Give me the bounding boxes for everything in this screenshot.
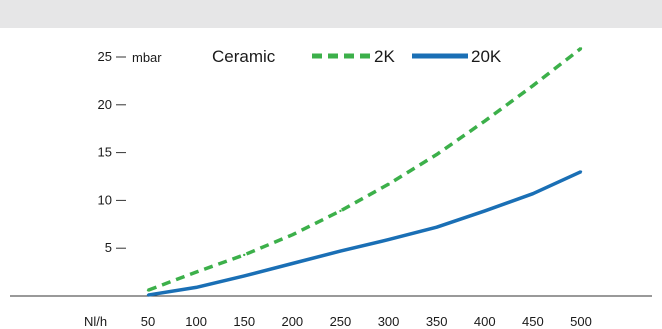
legend: Ceramic 2K 20K bbox=[212, 47, 502, 66]
data-point-20k bbox=[243, 274, 246, 278]
data-point-20k bbox=[291, 262, 294, 265]
data-point-20k bbox=[146, 293, 150, 297]
data-point-20k bbox=[387, 238, 390, 241]
x-tick-label: 500 bbox=[570, 314, 592, 329]
y-tick-label: 5 bbox=[105, 240, 112, 255]
y-axis: 5 10 15 20 25 bbox=[98, 49, 126, 255]
y-tick-label: 10 bbox=[98, 192, 112, 207]
y-tick-label: 25 bbox=[98, 49, 112, 64]
x-tick-label: 150 bbox=[233, 314, 255, 329]
data-point-20k bbox=[435, 225, 438, 229]
x-tick-label: 350 bbox=[426, 314, 448, 329]
header-band bbox=[0, 0, 662, 28]
x-tick-label: 50 bbox=[141, 314, 155, 329]
data-point-2k bbox=[291, 233, 294, 237]
series-line-20k bbox=[147, 170, 582, 297]
data-point-2k bbox=[579, 47, 583, 50]
x-axis-title: Nl/h bbox=[84, 314, 107, 329]
data-point-2k bbox=[435, 153, 438, 156]
y-tick-label: 15 bbox=[98, 145, 112, 160]
data-point-2k bbox=[194, 270, 198, 274]
data-point-2k bbox=[243, 253, 246, 257]
x-tick-label: 200 bbox=[281, 314, 303, 329]
data-point-2k bbox=[387, 182, 390, 186]
plot-background bbox=[0, 28, 662, 329]
data-point-20k bbox=[531, 192, 535, 195]
y-axis-title: mbar bbox=[132, 50, 162, 65]
y-tick-label: 20 bbox=[98, 97, 112, 112]
legend-label-20k: 20K bbox=[471, 47, 502, 66]
data-point-20k bbox=[483, 209, 486, 213]
x-tick-label: 100 bbox=[185, 314, 207, 329]
x-tick-label: 300 bbox=[378, 314, 400, 329]
data-point-2k bbox=[146, 289, 150, 292]
data-point-2k bbox=[339, 209, 342, 213]
x-axis: 50 100 150 200 250 300 350 400 450 500 bbox=[141, 314, 592, 329]
data-point-2k bbox=[483, 119, 486, 123]
series-line-2k bbox=[147, 47, 583, 292]
series-layer bbox=[146, 47, 583, 297]
data-point-20k bbox=[194, 286, 198, 289]
data-point-20k bbox=[339, 249, 342, 253]
x-tick-label: 250 bbox=[330, 314, 352, 329]
x-tick-label: 450 bbox=[522, 314, 544, 329]
data-point-2k bbox=[531, 84, 535, 87]
data-point-20k bbox=[579, 170, 583, 173]
legend-label-2k: 2K bbox=[374, 47, 395, 66]
legend-title: Ceramic bbox=[212, 47, 276, 66]
x-tick-label: 400 bbox=[474, 314, 496, 329]
